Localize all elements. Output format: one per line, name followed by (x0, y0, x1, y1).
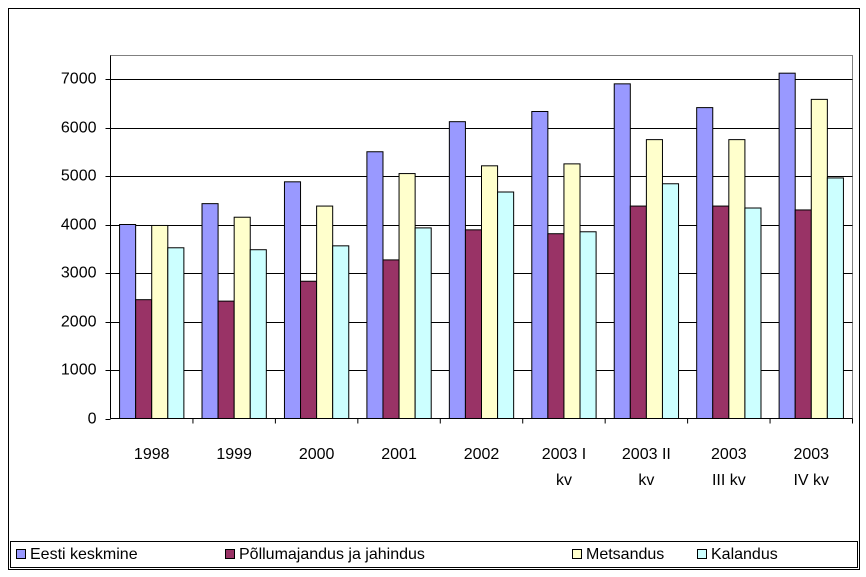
x-tick-label: 2000 (298, 446, 335, 463)
legend-label: Metsandus (586, 546, 664, 563)
legend-marker (572, 549, 582, 559)
bar (613, 83, 631, 419)
bar (629, 205, 647, 419)
bar (414, 227, 432, 419)
bar (217, 300, 235, 420)
bar (135, 299, 153, 419)
bar (201, 203, 219, 419)
x-tick-label: 2001 (381, 446, 417, 463)
x-tick-label: 2003 IV kv (793, 446, 830, 489)
bar (398, 173, 416, 419)
bar (316, 205, 334, 419)
legend-label: Põllumajandus ja jahindus (239, 546, 425, 563)
y-tick-label: 3000 (61, 265, 97, 282)
bar (794, 209, 812, 419)
x-tick-label: 2002 (463, 446, 500, 463)
bar (167, 247, 185, 419)
legend-marker (225, 549, 235, 559)
y-tick-label: 6000 (61, 120, 97, 137)
bar (366, 151, 384, 419)
bar (728, 139, 746, 419)
bar (497, 191, 515, 419)
bar (249, 249, 267, 419)
bar (119, 224, 137, 419)
legend-marker (697, 549, 707, 559)
bar (563, 163, 581, 419)
bar (661, 183, 680, 419)
bar (826, 177, 844, 419)
legend-box (10, 541, 858, 568)
x-tick-label: 2003 II kv (621, 446, 671, 489)
x-tick-label: 2003 III kv (711, 446, 747, 489)
bar (547, 233, 565, 419)
y-tick-label: 4000 (61, 217, 97, 234)
bar (283, 181, 302, 419)
bar (332, 245, 350, 419)
bar (448, 121, 466, 420)
bar (464, 229, 483, 419)
legend-marker (16, 549, 26, 559)
bar (810, 98, 828, 420)
bar (531, 110, 549, 420)
x-tick-label: 2003 I kv (541, 446, 587, 489)
y-tick-label: 7000 (61, 71, 97, 88)
bar (645, 139, 663, 419)
bar (233, 216, 251, 419)
bar (778, 72, 796, 420)
bar (151, 224, 169, 419)
x-tick-label: 1999 (216, 446, 252, 463)
legend-label: Kalandus (711, 546, 778, 563)
bar (579, 231, 597, 419)
y-tick-label: 1000 (61, 362, 97, 379)
legend-label: Eesti keskmine (30, 546, 138, 563)
bar (744, 207, 762, 419)
y-tick-label: 0 (88, 411, 97, 428)
bar (712, 205, 730, 419)
bar (300, 280, 318, 419)
y-tick-label: 2000 (61, 314, 97, 331)
bar (382, 259, 400, 419)
bar (481, 165, 499, 419)
bar (696, 107, 714, 420)
y-tick-label: 5000 (61, 168, 97, 185)
x-tick-label: 1998 (133, 446, 170, 463)
